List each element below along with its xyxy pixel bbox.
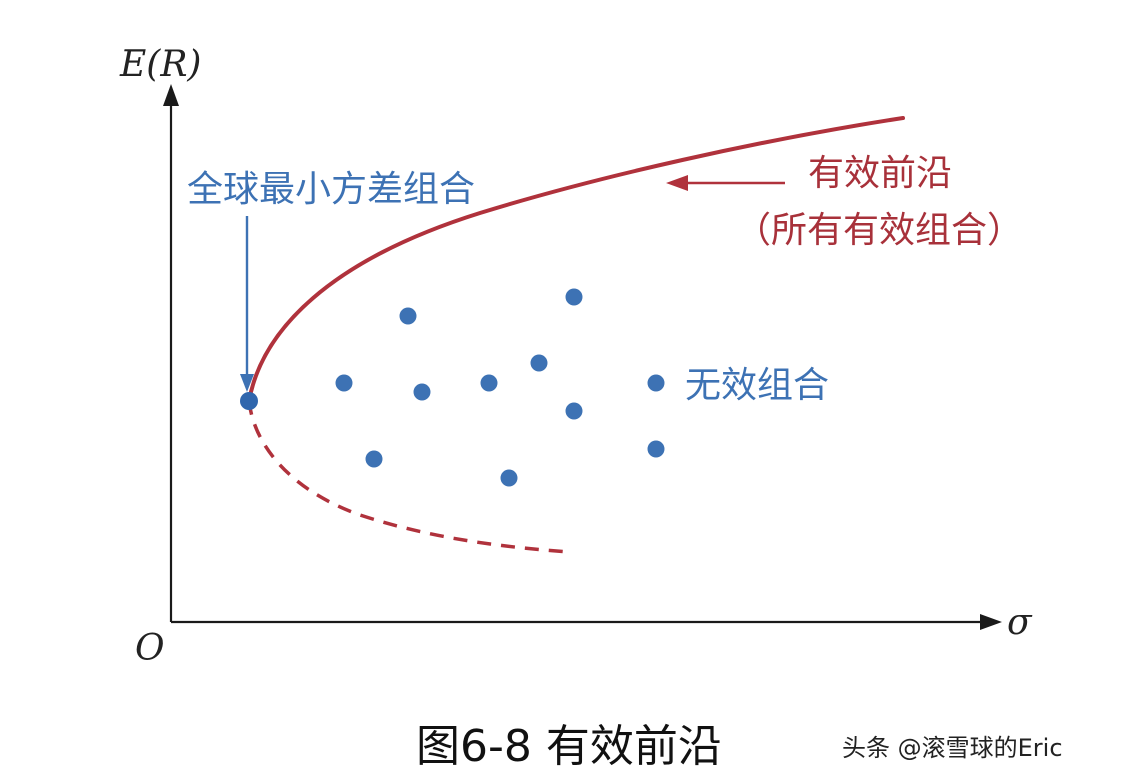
x-axis-label: σ xyxy=(1007,602,1033,643)
portfolio-dot xyxy=(399,307,417,325)
portfolio-dot xyxy=(480,374,498,392)
gmv-point xyxy=(240,392,258,410)
frontier-label: 有效前沿 xyxy=(808,153,952,194)
arrowhead-right-icon xyxy=(980,614,1002,630)
arrowhead-up-icon xyxy=(163,84,179,106)
portfolio-dot xyxy=(530,354,548,372)
portfolio-dot xyxy=(365,450,383,468)
portfolio-dot xyxy=(565,288,583,306)
y-axis-label: E(R) xyxy=(119,44,201,85)
frontier-sublabel: （所有有效组合） xyxy=(735,210,1023,251)
efficient-frontier-curve xyxy=(247,116,905,403)
gmv-pointer xyxy=(240,216,254,392)
arrow-left-icon xyxy=(666,175,688,191)
watermark: 头条 @滚雪球的Eric xyxy=(842,734,1063,762)
frontier-pointer xyxy=(666,175,785,191)
portfolio-dot xyxy=(335,374,353,392)
inefficient-label: 无效组合 xyxy=(685,365,829,406)
origin-label: O xyxy=(135,628,165,669)
portfolio-dot xyxy=(647,440,665,458)
portfolio-dot xyxy=(413,383,431,401)
inefficient-portfolios xyxy=(335,288,665,487)
portfolio-dot xyxy=(565,402,583,420)
portfolio-dot xyxy=(500,469,518,487)
portfolio-dot xyxy=(647,374,665,392)
inefficient-frontier-curve xyxy=(247,400,571,554)
figure-caption: 图6-8 有效前沿 xyxy=(416,721,722,772)
gmv-label: 全球最小方差组合 xyxy=(187,169,475,210)
axes: E(R) σ O xyxy=(119,44,1033,669)
arrow-down-icon xyxy=(240,374,254,392)
